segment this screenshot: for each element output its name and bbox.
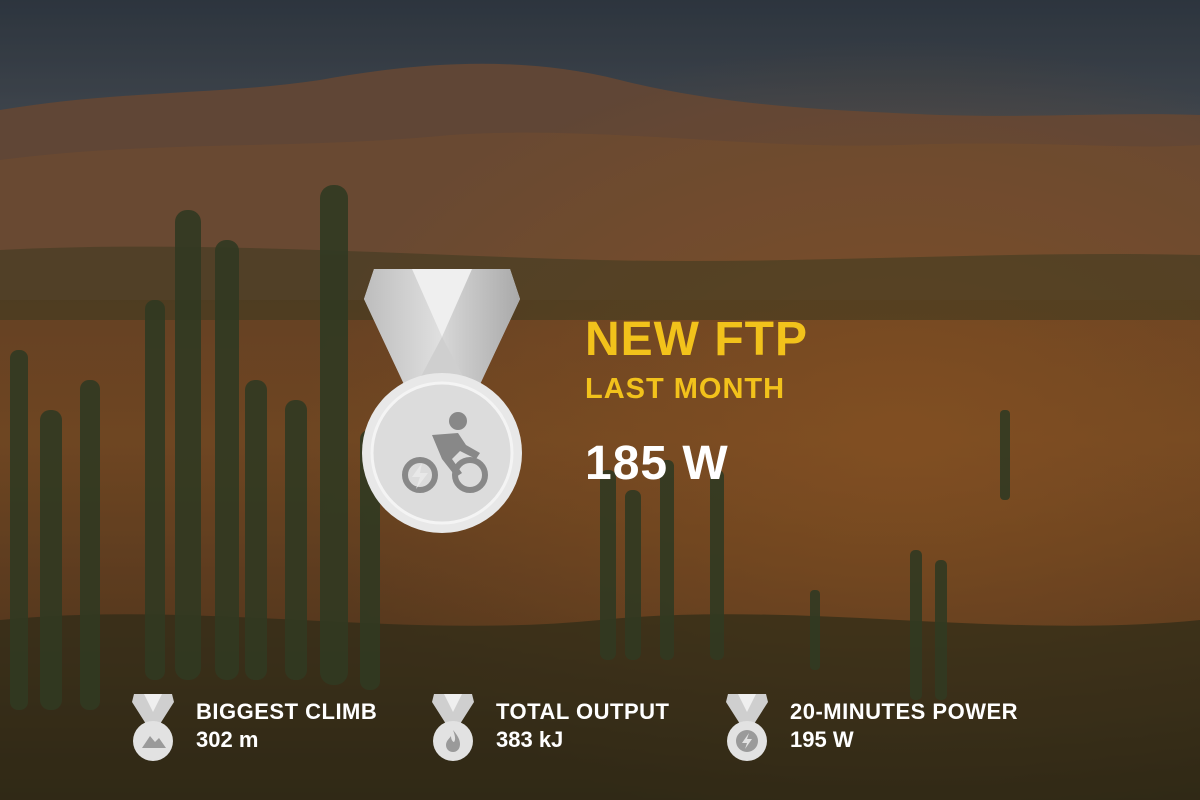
stat-total-output: TOTAL OUTPUT 383 kJ — [430, 692, 669, 762]
stat-label: 20-MINUTES POWER — [790, 699, 1019, 724]
stat-value: 383 kJ — [496, 727, 564, 752]
achievement-subtitle: LAST MONTH — [585, 373, 786, 405]
stat-label: TOTAL OUTPUT — [496, 699, 670, 724]
stat-value: 195 W — [790, 727, 854, 752]
achievement-header: NEW FTP LAST MONTH — [585, 312, 808, 406]
achievement-value: 185 W — [585, 437, 729, 490]
stat-value: 302 m — [196, 727, 259, 752]
flame-icon — [432, 694, 474, 761]
achievement-title: NEW FTP — [585, 313, 808, 366]
stats-row: BIGGEST CLIMB 302 m TOTAL OUTPUT 383 kJ … — [130, 692, 1130, 762]
lightning-icon — [726, 694, 768, 761]
cycling-power-icon — [402, 412, 488, 493]
stat-20-minutes-power: 20-MINUTES POWER 195 W — [724, 692, 1018, 762]
medal-icon — [362, 269, 522, 533]
stat-biggest-climb: BIGGEST CLIMB 302 m — [130, 692, 377, 762]
mountain-icon — [132, 694, 174, 761]
stat-label: BIGGEST CLIMB — [196, 699, 378, 724]
